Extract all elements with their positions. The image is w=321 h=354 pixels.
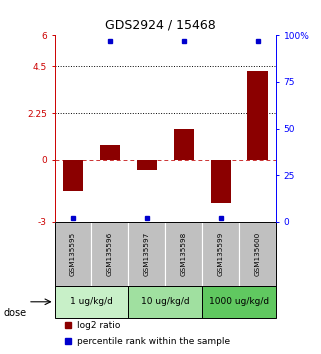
Bar [247,70,268,160]
Bar [239,222,276,286]
Text: log2 ratio: log2 ratio [77,321,120,330]
Text: GDS2924 / 15468: GDS2924 / 15468 [105,18,216,31]
Text: GSM135595: GSM135595 [70,232,76,276]
Text: 1 ug/kg/d: 1 ug/kg/d [70,297,113,306]
Text: GSM135596: GSM135596 [107,232,113,276]
Text: percentile rank within the sample: percentile rank within the sample [77,337,230,346]
Bar [55,222,91,286]
Bar [174,129,194,160]
Text: 10 ug/kg/d: 10 ug/kg/d [141,297,190,306]
Bar [63,160,83,191]
Bar [55,286,128,318]
Bar [128,222,165,286]
Text: dose: dose [3,308,26,318]
Bar [202,222,239,286]
Text: 1000 ug/kg/d: 1000 ug/kg/d [209,297,269,306]
Text: GSM135600: GSM135600 [255,232,261,276]
Bar [165,222,202,286]
Text: GSM135597: GSM135597 [144,232,150,276]
Bar [137,160,157,170]
Text: GSM135598: GSM135598 [181,232,187,276]
Bar [100,145,120,160]
Bar [128,286,202,318]
Bar [202,286,276,318]
Bar [91,222,128,286]
Text: GSM135599: GSM135599 [218,232,224,276]
Bar [211,160,231,203]
